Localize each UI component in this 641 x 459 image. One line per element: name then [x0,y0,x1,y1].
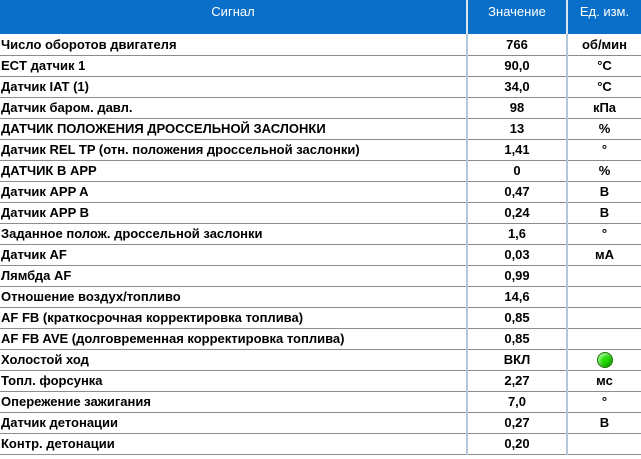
signal-value-cell: 2,27 [467,370,568,392]
signal-value-cell: 0,47 [467,181,568,203]
signal-unit-cell [567,286,641,308]
table-row[interactable]: Холостой ход ВКЛ [0,349,641,371]
signal-name-cell: ДАТЧИК В APP [0,160,468,182]
signal-name-cell: Контр. детонации [0,433,468,455]
signal-unit-cell: В [567,181,641,203]
signal-unit-cell [567,307,641,329]
signal-unit-cell: В [567,202,641,224]
signal-value-cell: 14,6 [467,286,568,308]
signal-value-cell: 0,99 [467,265,568,287]
signal-value-cell: 90,0 [467,55,568,77]
signal-unit-cell [567,265,641,287]
signal-value-cell: 34,0 [467,76,568,98]
signal-name-cell: Датчик детонации [0,412,468,434]
table-row[interactable]: Топл. форсунка 2,27 мс [0,370,641,392]
signal-value-cell: 1,6 [467,223,568,245]
table-row[interactable]: Опережение зажигания 7,0 ° [0,391,641,413]
signal-name-cell: Датчик AF [0,244,468,266]
signal-unit-cell [567,433,641,455]
column-header-unit[interactable]: Ед. изм. [567,0,641,34]
table-row[interactable]: Отношение воздух/топливо 14,6 [0,286,641,308]
table-row[interactable]: Датчик детонации 0,27 В [0,412,641,434]
table-row[interactable]: Датчик баром. давл. 98 кПа [0,97,641,119]
signal-unit-cell: % [567,160,641,182]
signal-unit-cell: об/мин [567,34,641,56]
signal-value-cell: 0,20 [467,433,568,455]
table-row[interactable]: ДАТЧИК ПОЛОЖЕНИЯ ДРОССЕЛЬНОЙ ЗАСЛОНКИ 13% [0,118,641,140]
table-row[interactable]: Датчик AF 0,03 мА [0,244,641,266]
column-header-signal[interactable]: Сигнал [0,0,468,34]
signal-unit-cell [567,349,641,371]
table-row[interactable]: Контр. детонации 0,20 [0,433,641,455]
table-row[interactable]: Заданное полож. дроссельной заслонки 1,6 ° [0,223,641,245]
signal-name-cell: Отношение воздух/топливо [0,286,468,308]
table-row[interactable]: Лямбда AF 0,99 [0,265,641,287]
signal-name-cell: Топл. форсунка [0,370,468,392]
table-row[interactable]: AF FB (краткосрочная корректировка топли… [0,307,641,329]
signal-unit-cell [567,328,641,350]
signal-unit-cell: мс [567,370,641,392]
signal-name-cell: Заданное полож. дроссельной заслонки [0,223,468,245]
signal-name-cell: Датчик APP B [0,202,468,224]
signal-unit-cell: мА [567,244,641,266]
table-row[interactable]: AF FB AVE (долговременная корректировка … [0,328,641,350]
column-header-value[interactable]: Значение [467,0,568,34]
signal-unit-cell: ° [567,223,641,245]
signal-name-cell: Число оборотов двигателя [0,34,468,56]
signal-value-cell: 7,0 [467,391,568,413]
signal-value-cell: 0,27 [467,412,568,434]
signal-unit-cell: ° [567,139,641,161]
green-led-icon [596,351,613,368]
signal-value-cell: 0,85 [467,328,568,350]
signal-value-cell: 766 [467,34,568,56]
table-row[interactable]: Число оборотов двигателя 766 об/мин [0,34,641,56]
table-row[interactable]: ECT датчик 1 90,0 °C [0,55,641,77]
signal-name-cell: Датчик баром. давл. [0,97,468,119]
table-row[interactable]: Датчик APP B 0,24 В [0,202,641,224]
table-row[interactable]: Датчик REL TP (отн. положения дроссельно… [0,139,641,161]
table-row[interactable]: Датчик IAT (1) 34,0 °C [0,76,641,98]
signal-unit-cell: °C [567,76,641,98]
signal-value-cell: 0,24 [467,202,568,224]
signal-value-cell: 13 [467,118,568,140]
signal-value-cell: 1,41 [467,139,568,161]
table-row[interactable]: ДАТЧИК В APP 0% [0,160,641,182]
signal-value-cell: 0,03 [467,244,568,266]
signal-name-cell: Лямбда AF [0,265,468,287]
signal-name-cell: Опережение зажигания [0,391,468,413]
signal-name-cell: Датчик IAT (1) [0,76,468,98]
signal-unit-cell: ° [567,391,641,413]
table-row[interactable]: Датчик APP A 0,47 В [0,181,641,203]
signal-value-cell: ВКЛ [467,349,568,371]
signal-name-cell: Датчик REL TP (отн. положения дроссельно… [0,139,468,161]
signal-name-cell: Холостой ход [0,349,468,371]
signal-unit-cell: °C [567,55,641,77]
signal-unit-cell: % [567,118,641,140]
signal-value-cell: 0,85 [467,307,568,329]
signal-name-cell: ДАТЧИК ПОЛОЖЕНИЯ ДРОССЕЛЬНОЙ ЗАСЛОНКИ [0,118,468,140]
signal-value-cell: 0 [467,160,568,182]
signal-value-cell: 98 [467,97,568,119]
signal-unit-cell: кПа [567,97,641,119]
signal-name-cell: AF FB AVE (долговременная корректировка … [0,328,468,350]
signal-name-cell: ECT датчик 1 [0,55,468,77]
signal-name-cell: AF FB (краткосрочная корректировка топли… [0,307,468,329]
signal-name-cell: Датчик APP A [0,181,468,203]
table-header-row: Сигнал Значение Ед. изм. [0,0,641,34]
signal-unit-cell: В [567,412,641,434]
